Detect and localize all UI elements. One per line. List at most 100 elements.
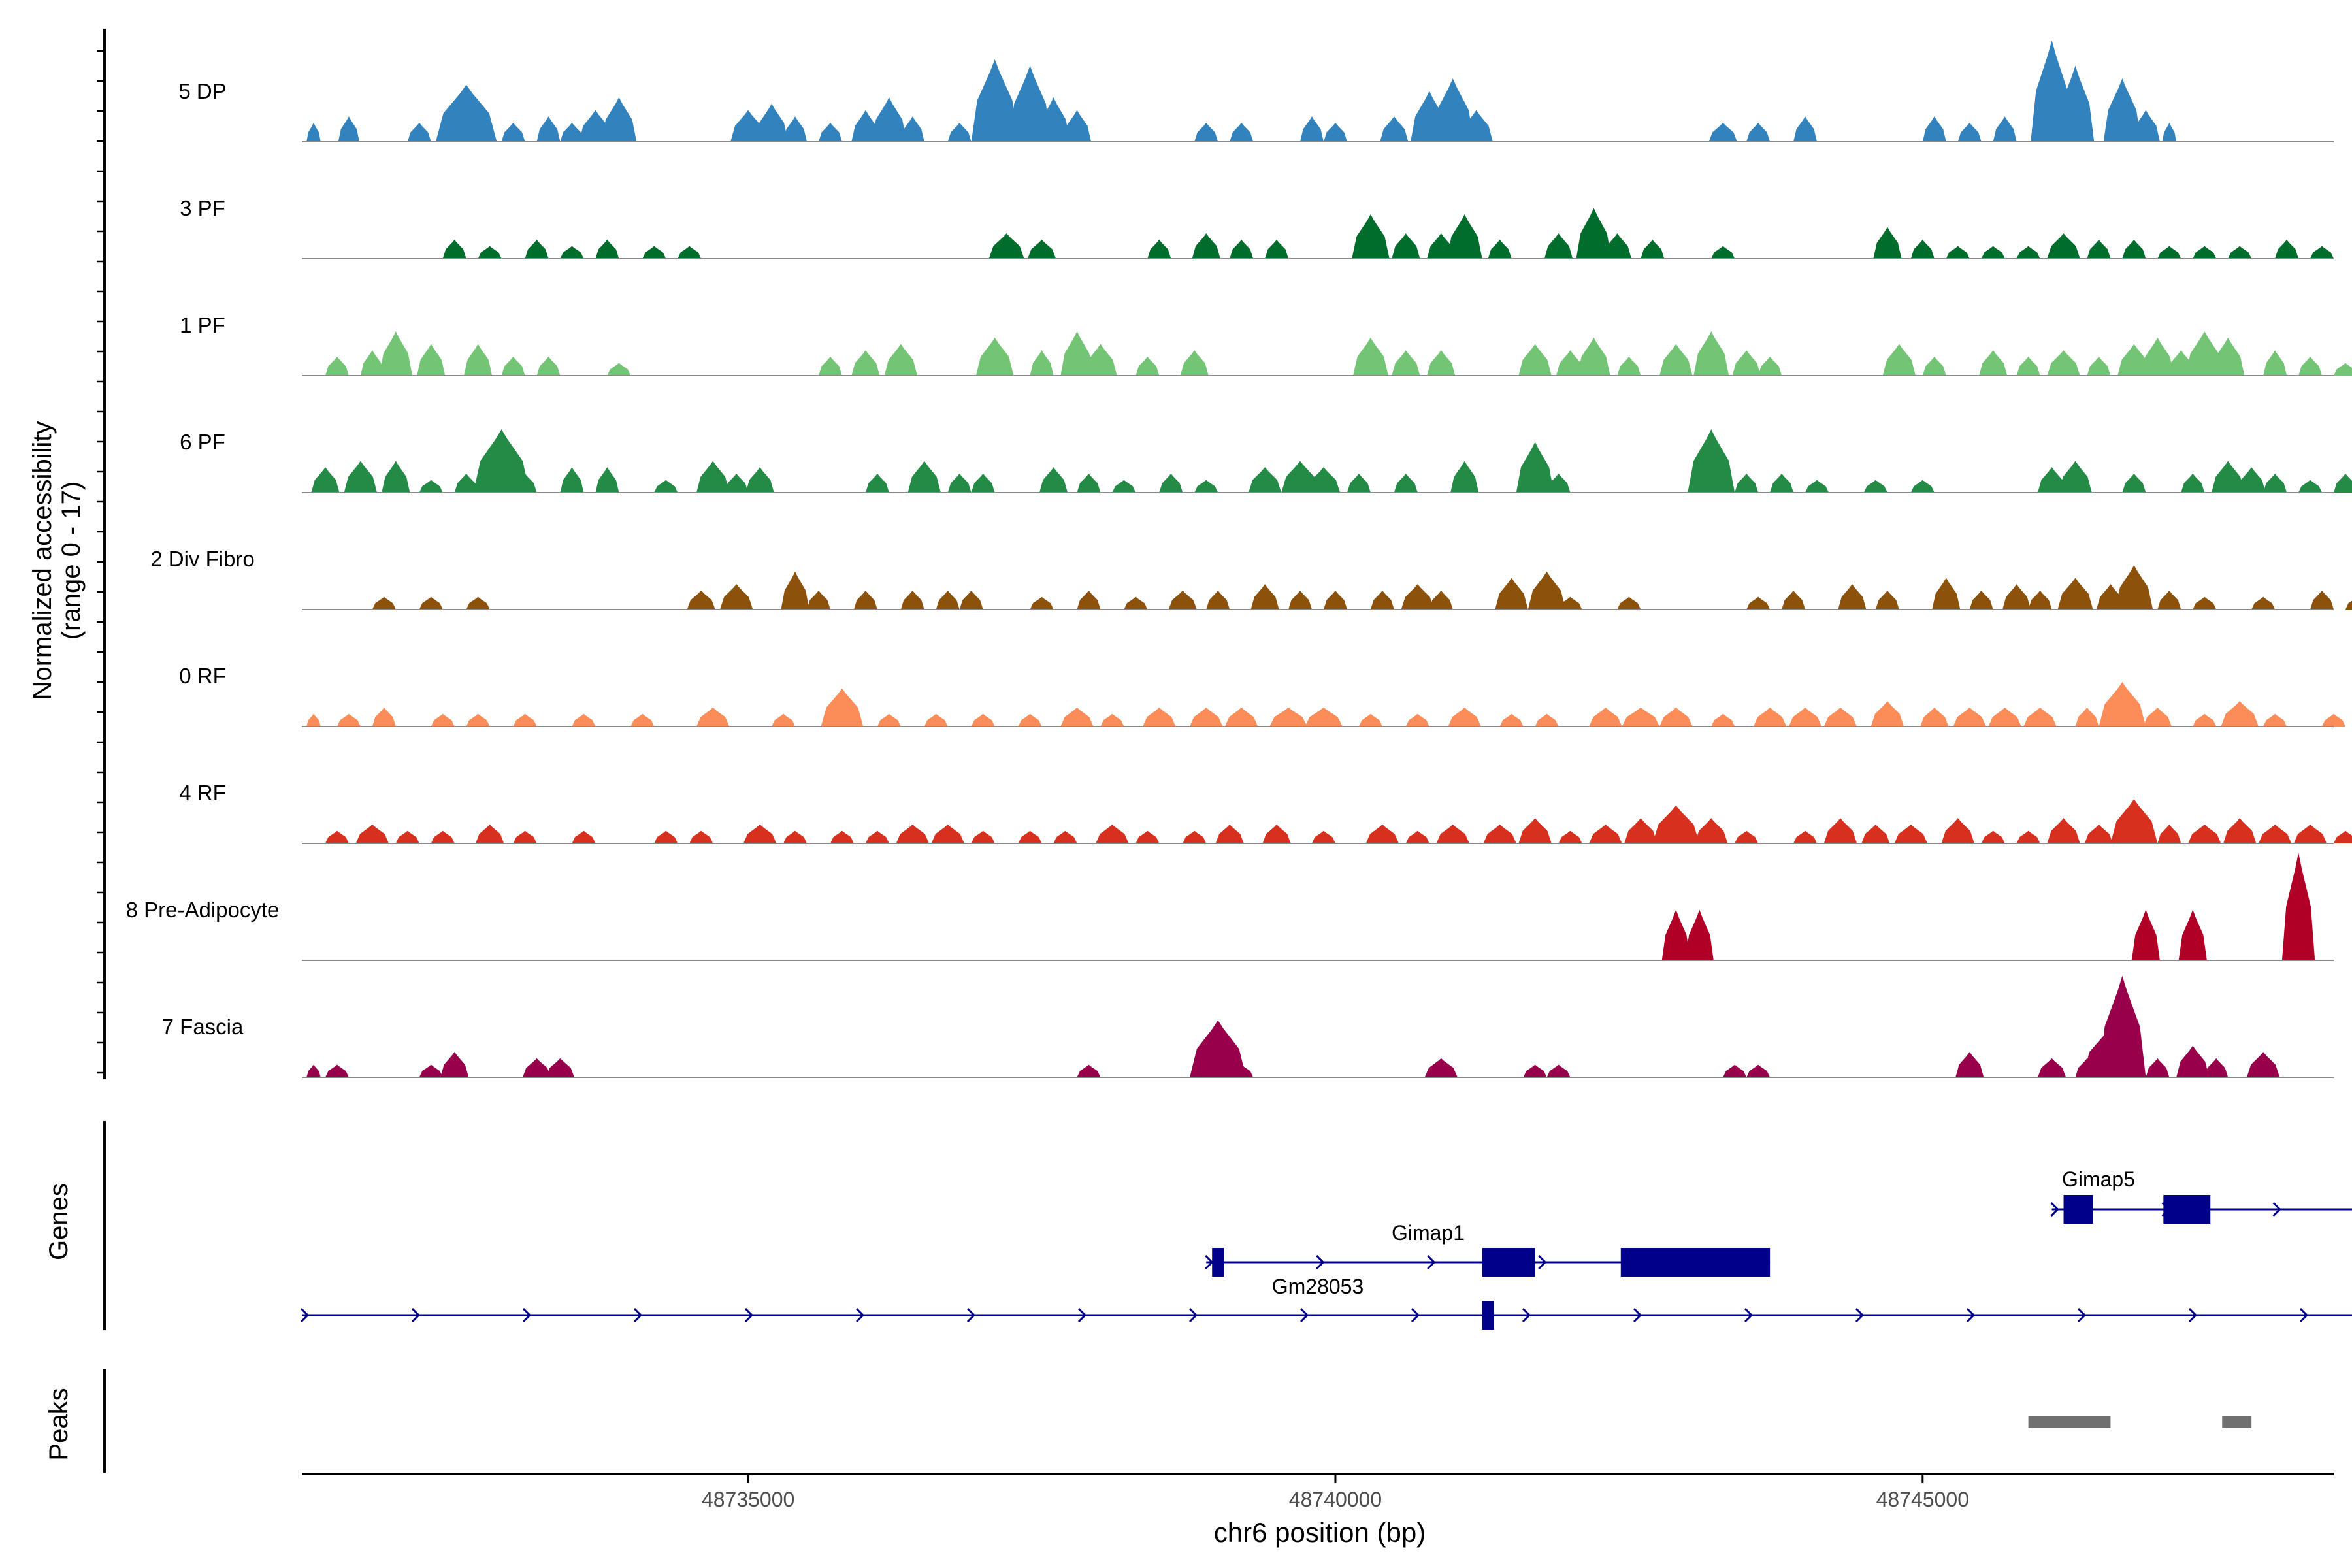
coverage-peak	[1062, 110, 1092, 142]
coverage-peak	[2115, 565, 2153, 610]
track-4-rf: 4 RF	[179, 781, 2352, 844]
coverage-peak	[1758, 356, 1782, 376]
coverage-peak	[725, 473, 749, 493]
coverage-peak	[1753, 707, 1787, 727]
coverage-peak	[1307, 467, 1341, 493]
coverage-peak	[1770, 473, 1794, 493]
coverage-peak	[2141, 337, 2174, 376]
coverage-peak	[2281, 853, 2315, 960]
track-label: 5 DP	[178, 79, 226, 103]
y-axis-label-line2: (range 0 - 17)	[57, 482, 86, 640]
coverage-peak	[1265, 239, 1289, 259]
coverage-peak	[1863, 480, 1887, 493]
coverage-peak	[2047, 233, 2080, 259]
coverage-peak	[1323, 590, 1347, 610]
coverage-peak	[678, 246, 702, 259]
coverage-peak	[743, 824, 777, 843]
strand-direction-arrow	[2188, 1307, 2198, 1323]
track-label: 4 RF	[179, 781, 226, 805]
coverage-peak	[654, 480, 678, 493]
coverage-peak	[417, 344, 446, 376]
coverage-peak	[2293, 824, 2327, 843]
strand-direction-arrow	[1744, 1307, 1754, 1323]
coverage-peak	[1096, 824, 1129, 843]
coverage-peak	[1100, 713, 1124, 727]
coverage-peak	[871, 97, 907, 142]
coverage-peak	[1546, 1064, 1571, 1077]
coverage-peak	[2275, 239, 2299, 259]
coverage-peak	[1030, 350, 1054, 376]
coverage-peak	[2047, 350, 2080, 376]
coverage-peak	[1922, 116, 1946, 142]
coverage-peak	[2028, 590, 2052, 610]
coverage-peak	[2037, 467, 2066, 493]
coverage-peak	[1190, 1020, 1247, 1077]
gene-gimap1: Gimap1	[1205, 1221, 1771, 1277]
coverage-peak	[2298, 480, 2323, 493]
coverage-peak	[2345, 600, 2352, 610]
coverage-peak	[1576, 208, 1612, 259]
coverage-peak	[1135, 830, 1160, 843]
coverage-peak	[1365, 824, 1399, 843]
coverage-peak	[1305, 707, 1343, 727]
coverage-peak	[1782, 590, 1806, 610]
coverage-peak	[1312, 830, 1335, 843]
strand-direction-arrow	[2077, 1307, 2087, 1323]
peaks-panel-label: Peaks	[44, 1388, 73, 1460]
coverage-peak	[1659, 707, 1693, 727]
coverage-peak	[1143, 707, 1176, 727]
coverage-peak	[1030, 596, 1054, 610]
coverage-peak	[2057, 578, 2093, 610]
coverage-peak	[407, 122, 431, 142]
coverage-peak	[1746, 1064, 1771, 1077]
coverage-peak	[1546, 473, 1571, 493]
x-tick-label: 48735000	[702, 1488, 794, 1511]
coverage-peak	[1077, 1064, 1101, 1077]
coverage-peak	[1873, 227, 1902, 259]
coverage-peak	[1711, 246, 1735, 259]
coverage-peak	[1979, 350, 2008, 376]
track-label: 8 Pre-Adipocyte	[126, 898, 280, 922]
strand-direction-arrow	[1299, 1307, 1309, 1323]
coverage-peak	[1957, 122, 1982, 142]
coverage-peak	[1248, 467, 1282, 493]
track-2-div-fibro: 2 Div Fibro	[150, 547, 2352, 610]
coverage-peak	[1589, 824, 1622, 843]
coverage-peak	[1269, 707, 1307, 727]
coverage-peak	[2204, 1058, 2229, 1077]
strand-direction-arrow	[1188, 1307, 1198, 1323]
coverage-peak	[2099, 975, 2146, 1077]
exon-block	[2063, 1195, 2093, 1224]
coverage-peak	[900, 590, 924, 610]
coverage-peak	[2298, 356, 2323, 376]
strand-direction-arrow	[1633, 1307, 1642, 1323]
coverage-peak	[1230, 122, 1254, 142]
coverage-peak	[947, 122, 972, 142]
coverage-peak	[1622, 707, 1660, 727]
exon-block	[1482, 1248, 1535, 1277]
coverage-peak	[2110, 799, 2158, 843]
gene-label: Gimap1	[1392, 1221, 1465, 1245]
x-tick-label: 48740000	[1289, 1488, 1382, 1511]
coverage-peak	[2084, 824, 2114, 843]
coverage-peak	[2237, 467, 2266, 493]
coverage-peak	[419, 1064, 443, 1077]
coverage-peak	[745, 467, 774, 493]
coverage-peak	[2221, 701, 2259, 727]
coverage-peak	[306, 122, 321, 142]
coverage-peak	[1427, 350, 1456, 376]
coverage-peak	[355, 824, 389, 843]
strand-direction-arrow	[411, 1307, 421, 1323]
coverage-peak	[1431, 78, 1475, 142]
coverage-peak	[2075, 707, 2099, 727]
coverage-peak	[936, 590, 960, 610]
coverage-peak	[2188, 824, 2221, 843]
coverage-peak	[1250, 584, 1279, 610]
track-6-pf: 6 PF	[180, 429, 2352, 493]
coverage-peak	[851, 110, 880, 142]
coverage-peak	[2059, 461, 2092, 493]
coverage-peak	[2087, 239, 2111, 259]
coverage-peak	[1910, 239, 1935, 259]
coverage-peak	[2157, 590, 2181, 610]
coverage-peak	[513, 473, 537, 493]
